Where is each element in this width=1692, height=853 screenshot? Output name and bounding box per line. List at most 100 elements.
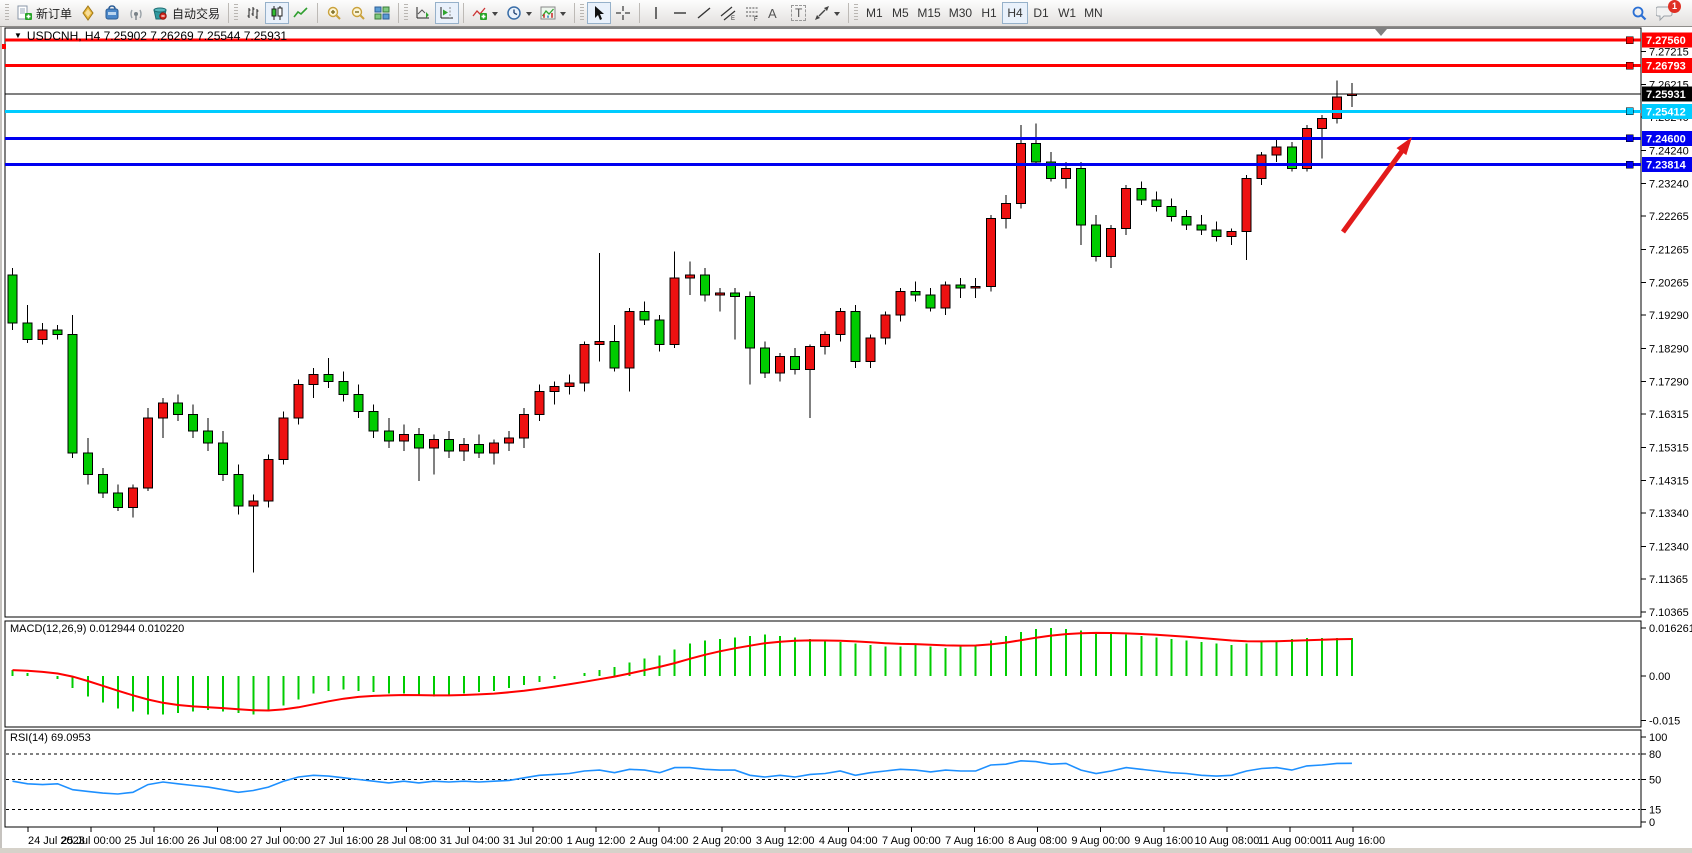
timeframe-h4[interactable]: H4 — [1002, 2, 1029, 24]
svg-text:2 Aug 20:00: 2 Aug 20:00 — [693, 835, 752, 847]
templates-button[interactable] — [536, 2, 570, 24]
mql5-community-button[interactable] — [76, 2, 100, 24]
rsi-layer — [6, 753, 1640, 810]
ohlc-bars-icon — [245, 5, 261, 21]
auto-trading-label: 自动交易 — [172, 6, 221, 21]
chat-bubble-icon: 1 — [1656, 0, 1681, 22]
timeframe-m30[interactable]: M30 — [945, 2, 976, 24]
svg-text:7.26793: 7.26793 — [1646, 61, 1686, 73]
chart-type-group — [241, 2, 313, 24]
svg-text:31 Jul 20:00: 31 Jul 20:00 — [503, 835, 563, 847]
svg-text:7.17290: 7.17290 — [1649, 377, 1689, 389]
line-chart-button[interactable] — [289, 2, 313, 24]
toolbar-grip[interactable] — [404, 4, 409, 22]
chart-shift-button[interactable] — [435, 2, 460, 24]
rsi-indicator-label: RSI(14) 69.0953 — [10, 732, 91, 744]
indicators-dropdown-caret[interactable] — [492, 11, 499, 19]
periods-dropdown-caret[interactable] — [526, 11, 533, 19]
tile-windows-button[interactable] — [370, 2, 394, 24]
market-icon — [104, 5, 120, 21]
toolbar-separator — [463, 3, 465, 23]
text-label-button[interactable]: T — [787, 2, 810, 24]
text-label-icon: T — [791, 5, 807, 21]
new-order-button[interactable]: 新订单 — [12, 2, 76, 24]
timeframe-mn[interactable]: MN — [1080, 2, 1107, 24]
vertical-line-button[interactable] — [644, 2, 668, 24]
toolbar-grip[interactable] — [234, 4, 239, 22]
indicators-button[interactable] — [468, 2, 502, 24]
svg-text:15: 15 — [1649, 804, 1661, 816]
timeframe-w1[interactable]: W1 — [1054, 2, 1080, 24]
auto-scroll-button[interactable] — [411, 2, 435, 24]
toolbar-grip[interactable] — [5, 4, 9, 22]
timeframe-m1[interactable]: M1 — [861, 2, 887, 24]
candlestick-chart-button[interactable] — [265, 2, 290, 24]
template-icon — [540, 5, 556, 21]
chart-menu-icon[interactable]: ▼ — [14, 31, 22, 40]
search-icon — [1631, 5, 1648, 22]
chart-title: ▼ USDCNH, H4 7.25902 7.26269 7.25544 7.2… — [14, 29, 287, 43]
vertical-line-icon — [648, 5, 664, 21]
svg-text:4 Aug 04:00: 4 Aug 04:00 — [819, 835, 878, 847]
window-left-edge — [0, 27, 2, 853]
periods-button[interactable] — [502, 2, 536, 24]
timeframe-h1[interactable]: H1 — [976, 2, 1002, 24]
svg-text:7.19290: 7.19290 — [1649, 310, 1689, 322]
arrows-icon — [814, 5, 830, 21]
auto-scroll-icon — [415, 5, 431, 21]
indicators-icon — [472, 5, 488, 21]
svg-text:7.20265: 7.20265 — [1649, 278, 1689, 290]
svg-text:-0.015: -0.015 — [1649, 715, 1680, 727]
crosshair-icon — [615, 5, 631, 21]
svg-text:9 Aug 16:00: 9 Aug 16:00 — [1134, 835, 1193, 847]
toolbar-grip[interactable] — [854, 4, 859, 22]
arrows-button[interactable] — [810, 2, 844, 24]
svg-text:26 Jul 08:00: 26 Jul 08:00 — [187, 835, 247, 847]
market-button[interactable] — [100, 2, 124, 24]
templates-dropdown-caret[interactable] — [560, 11, 567, 19]
objects-group: E F A T — [644, 2, 844, 24]
candles-layer — [7, 80, 1357, 573]
equidistant-channel-button[interactable]: E — [716, 2, 740, 24]
toolbar: 新订单 自动交易 — [0, 0, 1692, 27]
timeframe-d1[interactable]: D1 — [1028, 2, 1054, 24]
price-level-lines[interactable] — [1, 36, 1641, 169]
svg-text:0.016261: 0.016261 — [1649, 623, 1692, 635]
signals-button[interactable] — [124, 2, 148, 24]
cursor-button[interactable] — [587, 2, 612, 24]
toolbar-grip[interactable] — [580, 4, 585, 22]
trendline-button[interactable] — [692, 2, 716, 24]
svg-text:7.14315: 7.14315 — [1649, 476, 1689, 488]
timeframe-m15[interactable]: M15 — [913, 2, 944, 24]
chart-tools-group — [468, 2, 570, 24]
horizontal-line-button[interactable] — [668, 2, 692, 24]
svg-text:7.16315: 7.16315 — [1649, 409, 1689, 421]
macd-indicator-label: MACD(12,26,9) 0.012944 0.010220 — [10, 623, 185, 635]
chart-shift-marker[interactable] — [1375, 29, 1387, 36]
search-button[interactable] — [1627, 2, 1652, 24]
svg-text:F: F — [754, 17, 758, 21]
notifications-button[interactable]: 1 — [1652, 0, 1681, 24]
zoom-in-button[interactable] — [322, 2, 346, 24]
text-button[interactable]: A — [764, 2, 787, 24]
candlestick-icon — [269, 5, 285, 21]
annotation-arrow[interactable] — [1340, 137, 1412, 234]
svg-text:7.15315: 7.15315 — [1649, 442, 1689, 454]
auto-trading-button[interactable]: 自动交易 — [148, 2, 224, 24]
bar-chart-button[interactable] — [241, 2, 265, 24]
fibonacci-button[interactable]: F — [740, 2, 764, 24]
svg-text:0: 0 — [1649, 817, 1655, 829]
price-axis: 7.272157.262157.252407.242407.232407.222… — [1641, 32, 1692, 829]
zoom-out-button[interactable] — [346, 2, 370, 24]
svg-text:7.22265: 7.22265 — [1649, 211, 1689, 223]
chart-shift-icon — [439, 5, 455, 21]
svg-text:80: 80 — [1649, 749, 1661, 761]
svg-text:7.24240: 7.24240 — [1649, 145, 1689, 157]
timeframe-m5[interactable]: M5 — [887, 2, 913, 24]
svg-text:7.10365: 7.10365 — [1649, 607, 1689, 619]
arrows-dropdown-caret[interactable] — [834, 11, 841, 19]
svg-text:7.27560: 7.27560 — [1646, 35, 1686, 47]
crosshair-button[interactable] — [611, 2, 635, 24]
notification-badge[interactable]: 1 — [1668, 0, 1681, 13]
